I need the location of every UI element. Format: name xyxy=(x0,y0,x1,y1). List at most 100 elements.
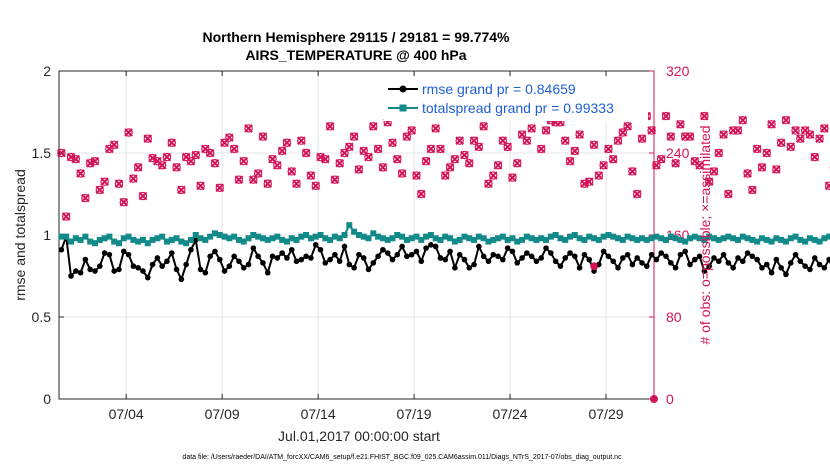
data-point xyxy=(445,163,455,172)
data-point xyxy=(585,177,594,186)
data-point xyxy=(283,238,290,245)
data-point xyxy=(183,240,190,247)
data-point xyxy=(351,265,357,271)
data-point xyxy=(197,266,204,273)
data-point xyxy=(701,236,708,243)
data-point xyxy=(565,156,575,166)
data-point xyxy=(696,253,703,260)
data-point xyxy=(677,251,684,258)
data-point xyxy=(773,256,780,263)
data-point xyxy=(124,128,133,137)
data-point xyxy=(258,132,268,141)
data-point xyxy=(805,130,815,139)
data-point xyxy=(485,258,492,265)
data-point xyxy=(375,253,381,260)
data-point xyxy=(221,268,228,274)
data-point xyxy=(624,251,631,258)
data-point xyxy=(389,235,396,242)
data-point xyxy=(476,243,482,250)
data-point xyxy=(66,152,76,162)
data-point xyxy=(404,253,410,260)
data-point xyxy=(264,269,271,276)
data-point xyxy=(255,253,261,260)
data-point xyxy=(618,128,628,137)
data-point xyxy=(576,235,583,242)
data-point xyxy=(821,265,828,271)
right-tick-label: 240 xyxy=(666,145,690,161)
data-point xyxy=(744,235,751,242)
data-point xyxy=(109,140,119,149)
data-point xyxy=(255,233,262,240)
data-point xyxy=(135,238,142,245)
data-point xyxy=(647,126,656,135)
data-point xyxy=(359,146,368,156)
data-point xyxy=(231,253,237,260)
data-point xyxy=(715,258,722,265)
data-point xyxy=(493,161,503,170)
data-point xyxy=(384,236,391,243)
data-point xyxy=(197,235,204,242)
data-point xyxy=(92,268,98,274)
data-point xyxy=(327,236,334,243)
data-point xyxy=(226,235,233,242)
data-point xyxy=(701,268,708,274)
data-point xyxy=(216,232,223,238)
data-point xyxy=(680,132,690,141)
data-point xyxy=(623,122,632,131)
data-point xyxy=(77,269,84,276)
series-layer xyxy=(57,109,830,403)
data-point xyxy=(58,246,65,253)
data-point xyxy=(460,150,469,160)
right-tick-label: 320 xyxy=(666,63,690,79)
data-point xyxy=(96,263,103,269)
data-point xyxy=(373,144,383,154)
data-point xyxy=(423,245,429,251)
data-point xyxy=(106,233,113,240)
data-point xyxy=(514,260,521,266)
data-point xyxy=(634,255,641,261)
data-point xyxy=(370,260,377,266)
data-point xyxy=(465,159,474,168)
data-point xyxy=(695,161,704,170)
data-point xyxy=(173,235,180,242)
data-point xyxy=(816,261,823,268)
data-point xyxy=(240,265,247,271)
data-point xyxy=(797,236,804,243)
data-point xyxy=(604,144,613,154)
data-point xyxy=(307,235,314,242)
data-point xyxy=(628,167,637,176)
data-point xyxy=(754,256,760,263)
data-point xyxy=(730,265,736,271)
data-point xyxy=(519,236,526,243)
data-point xyxy=(672,235,679,242)
data-point xyxy=(451,238,458,245)
data-point xyxy=(346,222,353,229)
right-tick-label: 0 xyxy=(666,391,674,407)
data-point xyxy=(188,246,194,253)
data-point xyxy=(528,253,535,260)
data-point xyxy=(90,156,100,166)
data-point xyxy=(586,233,593,240)
data-point xyxy=(120,248,127,255)
data-point xyxy=(773,235,780,242)
data-point xyxy=(725,233,732,240)
data-point xyxy=(356,251,362,258)
data-point xyxy=(157,161,167,170)
data-point xyxy=(202,236,209,243)
data-point xyxy=(466,235,473,242)
data-point xyxy=(240,238,247,245)
data-point xyxy=(787,235,794,242)
series-3 xyxy=(57,109,830,221)
x-axis-label: Jul.01,2017 00:00:00 start xyxy=(278,428,440,444)
data-point xyxy=(303,253,309,260)
data-point xyxy=(144,274,151,281)
data-point xyxy=(762,148,771,158)
data-point xyxy=(322,235,329,242)
data-point xyxy=(129,174,138,183)
data-point xyxy=(686,235,693,242)
data-point xyxy=(648,235,655,242)
data-point xyxy=(490,251,497,258)
data-point xyxy=(239,156,248,166)
data-point xyxy=(345,142,354,152)
left-y-axis: 0 0.5 1 1.5 2 xyxy=(32,63,64,407)
